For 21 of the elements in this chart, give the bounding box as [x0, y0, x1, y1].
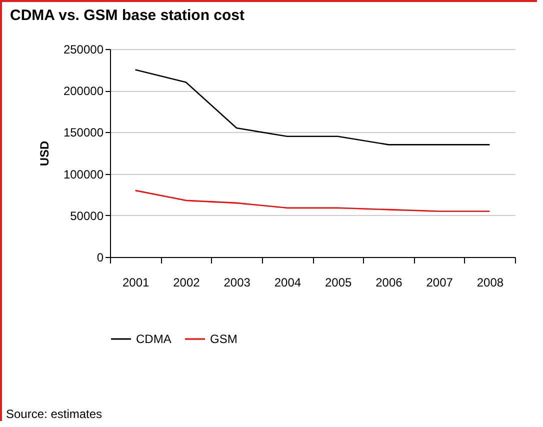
y-tick-label: 200000 [63, 84, 104, 98]
y-tick-label: 250000 [63, 42, 104, 56]
x-tick-label: 2008 [476, 276, 504, 290]
y-tick-label: 50000 [70, 208, 104, 223]
y-tick-label: 150000 [63, 126, 104, 140]
x-tick-label: 2003 [224, 276, 251, 290]
y-axis-title: USD [37, 140, 52, 166]
legend-label: GSM [210, 332, 238, 346]
line-series [134, 190, 490, 212]
legend-label: CDMA [136, 332, 172, 346]
x-tick-label: 2004 [274, 276, 302, 290]
source-note: Source: estimates [6, 407, 102, 421]
x-tick-label: 2006 [376, 276, 403, 290]
y-tick-label: 100000 [63, 167, 104, 182]
x-tick-label: 2001 [122, 276, 150, 290]
line-series [134, 69, 490, 146]
x-tick-label: 2002 [173, 276, 200, 290]
chart-title: CDMA vs. GSM base station cost [10, 7, 244, 24]
x-tick-label: 2005 [324, 276, 352, 290]
y-tick-label: 0 [96, 250, 104, 264]
x-tick-label: 2007 [426, 276, 454, 290]
